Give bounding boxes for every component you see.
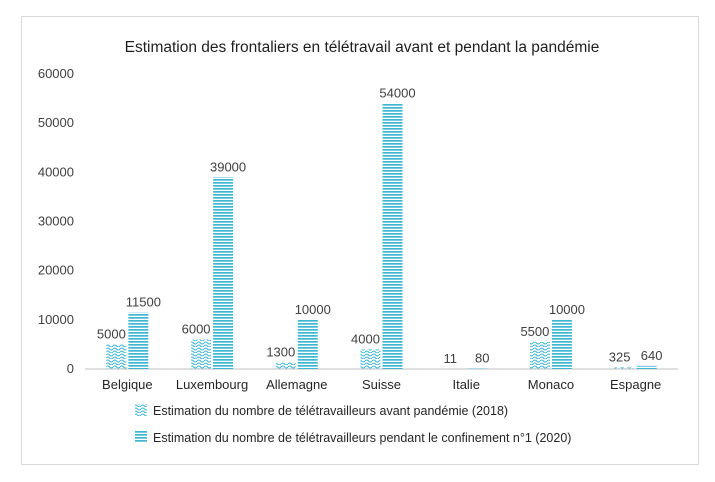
legend-label: Estimation du nombre de télétravailleurs… xyxy=(153,431,571,445)
category-labels-group: Belgique Luxembourg Allemagne Suisse Italie M… xyxy=(102,377,661,392)
data-label: 325 xyxy=(609,349,631,364)
y-axis: 0 10000 20000 30000 40000 50000 60000 xyxy=(38,66,74,376)
data-label: 4000 xyxy=(351,331,380,346)
bar-chart: Estimation des frontaliers en télétravai… xyxy=(38,39,678,445)
legend-swatch xyxy=(135,431,147,443)
bar-series-2 xyxy=(636,365,657,369)
bar-series-2 xyxy=(382,103,403,369)
legend-swatch xyxy=(135,404,147,416)
bars-group xyxy=(106,103,657,369)
y-tick-label: 40000 xyxy=(38,164,74,179)
chart-title: Estimation des frontaliers en télétravai… xyxy=(125,39,600,56)
y-tick-label: 50000 xyxy=(38,115,74,130)
bar-series-1 xyxy=(106,344,127,369)
data-label: 54000 xyxy=(379,86,415,101)
y-tick-label: 20000 xyxy=(38,263,74,278)
legend-label: Estimation du nombre de télétravailleurs… xyxy=(153,404,508,418)
data-label: 80 xyxy=(475,351,489,366)
bar-series-1 xyxy=(529,341,550,369)
category-label: Luxembourg xyxy=(176,377,248,392)
y-tick-label: 60000 xyxy=(38,66,74,81)
category-label: Suisse xyxy=(362,377,401,392)
data-label: 11 xyxy=(443,351,457,366)
data-label: 5500 xyxy=(520,324,549,339)
chart-frame: Estimation des frontaliers en télétravai… xyxy=(21,16,699,465)
y-tick-label: 30000 xyxy=(38,214,74,229)
category-label: Belgique xyxy=(102,377,153,392)
y-tick-label: 0 xyxy=(67,361,74,376)
data-label: 10000 xyxy=(295,302,331,317)
bar-series-1 xyxy=(360,349,381,369)
bar-series-1 xyxy=(191,339,212,369)
category-label: Italie xyxy=(452,377,479,392)
bar-series-2 xyxy=(297,319,318,369)
data-labels-group: 5000 11500 6000 39000 1300 10000 4000 54000 11 80… xyxy=(97,86,663,366)
data-label: 6000 xyxy=(182,322,211,337)
legend: Estimation du nombre de télétravailleurs… xyxy=(135,404,571,445)
data-label: 5000 xyxy=(97,326,126,341)
data-label: 39000 xyxy=(210,159,246,174)
bar-series-1 xyxy=(275,362,296,369)
data-label: 1300 xyxy=(266,345,295,360)
bar-series-2 xyxy=(213,177,234,369)
bar-series-2 xyxy=(128,312,149,369)
data-label: 640 xyxy=(641,348,663,363)
data-label: 10000 xyxy=(549,302,585,317)
category-label: Monaco xyxy=(528,377,574,392)
data-label: 11500 xyxy=(126,294,161,309)
category-label: Espagne xyxy=(610,377,661,392)
bar-series-2 xyxy=(551,319,572,369)
bar-series-1 xyxy=(614,367,635,369)
y-tick-label: 10000 xyxy=(38,312,74,327)
category-label: Allemagne xyxy=(266,377,327,392)
